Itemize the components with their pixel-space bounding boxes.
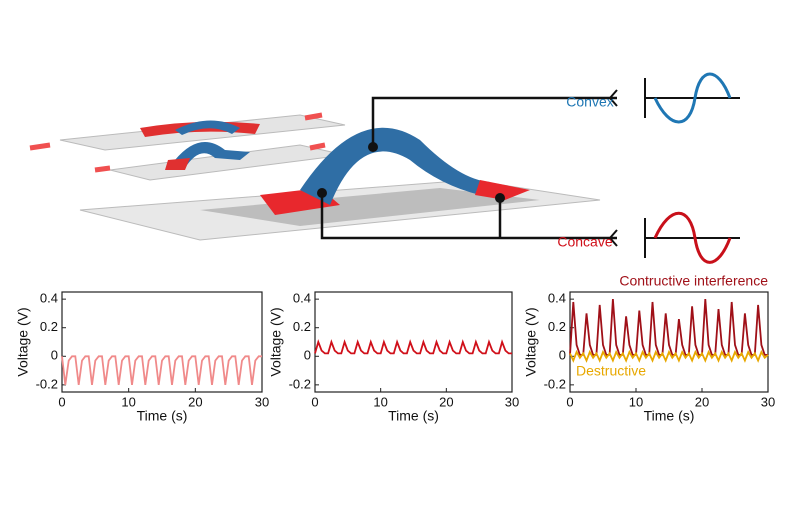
x-tick-label: 10 <box>373 394 387 409</box>
y-axis-label: Voltage (V) <box>523 307 539 376</box>
plot-frame <box>314 291 513 393</box>
y-tick-label: 0.4 <box>293 291 311 306</box>
x-tick-label: 0 <box>311 394 318 409</box>
series-line <box>314 339 512 355</box>
x-axis-label: Time (s) <box>137 408 188 424</box>
device-diagram <box>29 72 740 264</box>
convex-label: Convex <box>566 94 613 110</box>
x-tick-label: 0 <box>566 394 573 409</box>
x-tick-label: 0 <box>58 394 65 409</box>
x-tick-label: 10 <box>121 394 135 409</box>
y-tick-label: 0 <box>304 348 311 363</box>
x-tick-label: 30 <box>505 394 519 409</box>
concave-label: Concave <box>557 234 612 250</box>
y-tick-label: 0.4 <box>548 291 566 306</box>
series-line <box>569 299 768 356</box>
x-axis-label: Time (s) <box>388 408 439 424</box>
y-tick-label: 0.4 <box>40 291 58 306</box>
y-tick-label: 0 <box>51 348 58 363</box>
series-label: Contructive interference <box>619 273 768 289</box>
series-label: Destructive <box>576 363 646 379</box>
x-tick-label: 30 <box>761 394 775 409</box>
x-tick-label: 20 <box>695 394 709 409</box>
y-tick-label: 0 <box>559 348 566 363</box>
plot-frame <box>61 291 263 393</box>
y-tick-label: 0.2 <box>548 319 566 334</box>
x-tick-label: 10 <box>629 394 643 409</box>
x-tick-label: 20 <box>188 394 202 409</box>
y-axis-label: Voltage (V) <box>15 307 31 376</box>
y-tick-label: -0.2 <box>289 376 311 391</box>
series-line <box>61 355 262 386</box>
y-tick-label: -0.2 <box>544 376 566 391</box>
x-axis-label: Time (s) <box>644 408 695 424</box>
x-tick-label: 20 <box>439 394 453 409</box>
series-line <box>569 349 769 363</box>
y-tick-label: -0.2 <box>36 376 58 391</box>
y-tick-label: 0.2 <box>40 319 58 334</box>
y-axis-label: Voltage (V) <box>268 307 284 376</box>
x-tick-label: 30 <box>255 394 269 409</box>
y-tick-label: 0.2 <box>293 319 311 334</box>
